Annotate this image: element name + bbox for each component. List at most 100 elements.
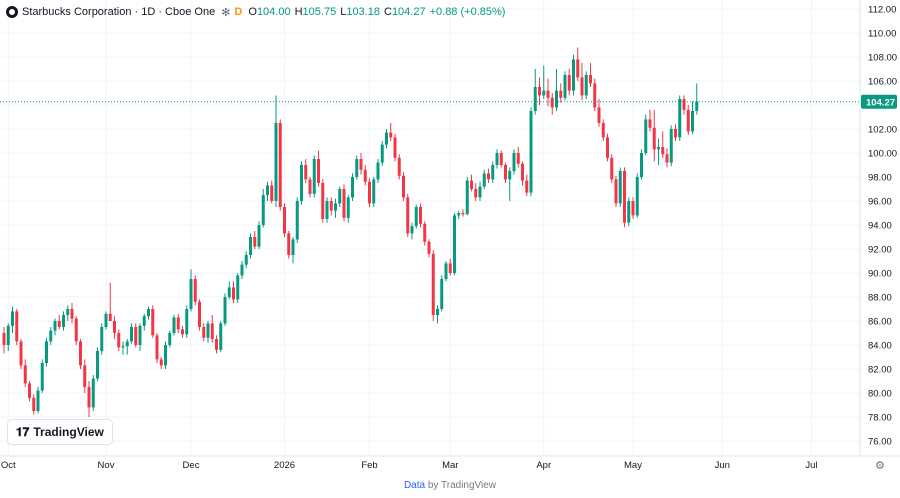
- candle[interactable]: [495, 149, 499, 169]
- candle[interactable]: [283, 203, 286, 237]
- candle[interactable]: [465, 177, 469, 216]
- candle[interactable]: [304, 159, 308, 183]
- candle[interactable]: [113, 316, 116, 339]
- candle[interactable]: [580, 63, 584, 101]
- candle[interactable]: [542, 65, 546, 99]
- candle[interactable]: [389, 123, 393, 141]
- candle[interactable]: [538, 77, 541, 105]
- settings-icon[interactable]: ✻: [221, 6, 231, 19]
- candle[interactable]: [236, 273, 240, 303]
- candle[interactable]: [74, 316, 78, 345]
- candle[interactable]: [198, 299, 201, 331]
- candle[interactable]: [631, 197, 635, 219]
- candle[interactable]: [499, 150, 503, 168]
- candle[interactable]: [28, 381, 31, 402]
- candle[interactable]: [665, 148, 669, 168]
- candle[interactable]: [278, 119, 282, 211]
- candle[interactable]: [215, 335, 218, 354]
- candle[interactable]: [142, 313, 146, 331]
- candle[interactable]: [125, 339, 129, 355]
- candle[interactable]: [419, 203, 422, 228]
- candle[interactable]: [329, 197, 333, 216]
- candle[interactable]: [172, 315, 176, 336]
- candle[interactable]: [36, 387, 40, 414]
- candle[interactable]: [2, 327, 6, 354]
- candle[interactable]: [397, 154, 401, 180]
- candle[interactable]: [470, 174, 473, 192]
- candle[interactable]: [202, 323, 206, 342]
- candle[interactable]: [440, 275, 444, 312]
- candle[interactable]: [287, 231, 291, 259]
- candle[interactable]: [635, 173, 639, 218]
- candle[interactable]: [359, 153, 363, 175]
- candle[interactable]: [686, 105, 690, 135]
- candle[interactable]: [363, 165, 367, 186]
- candle[interactable]: [410, 222, 414, 240]
- candle[interactable]: [457, 210, 461, 219]
- candle[interactable]: [504, 162, 507, 183]
- candle[interactable]: [478, 181, 482, 201]
- candle[interactable]: [618, 167, 622, 207]
- candle[interactable]: [117, 329, 121, 351]
- candles-layer[interactable]: [2, 47, 699, 417]
- candle[interactable]: [474, 183, 478, 201]
- candle[interactable]: [427, 239, 431, 258]
- candle[interactable]: [159, 357, 163, 369]
- candle[interactable]: [232, 281, 235, 303]
- candle[interactable]: [19, 339, 23, 369]
- candle[interactable]: [130, 323, 133, 344]
- candle[interactable]: [546, 78, 550, 107]
- candle[interactable]: [219, 321, 223, 353]
- candle[interactable]: [210, 315, 214, 343]
- candle[interactable]: [610, 154, 614, 183]
- candle[interactable]: [164, 341, 167, 369]
- candle[interactable]: [189, 269, 193, 312]
- candle[interactable]: [448, 258, 452, 276]
- candle[interactable]: [516, 147, 520, 168]
- candle[interactable]: [351, 173, 354, 201]
- candle[interactable]: [66, 305, 70, 321]
- candle[interactable]: [270, 180, 274, 204]
- candle[interactable]: [584, 71, 588, 99]
- candle[interactable]: [644, 114, 648, 156]
- candle[interactable]: [674, 124, 677, 141]
- candle[interactable]: [563, 71, 567, 101]
- candle[interactable]: [393, 133, 397, 162]
- candle[interactable]: [57, 315, 61, 330]
- candle[interactable]: [550, 93, 554, 115]
- candle[interactable]: [308, 177, 312, 198]
- candle[interactable]: [691, 101, 694, 134]
- candle[interactable]: [193, 275, 197, 306]
- candle[interactable]: [45, 337, 48, 367]
- candle[interactable]: [79, 339, 82, 369]
- candle[interactable]: [402, 172, 405, 201]
- candle[interactable]: [87, 381, 91, 417]
- candle[interactable]: [623, 167, 626, 228]
- candle[interactable]: [253, 231, 257, 249]
- candle[interactable]: [368, 178, 371, 207]
- candle[interactable]: [338, 186, 342, 207]
- candle[interactable]: [606, 133, 609, 162]
- candle[interactable]: [482, 169, 486, 189]
- candle[interactable]: [589, 63, 592, 87]
- candle[interactable]: [453, 213, 456, 276]
- candle[interactable]: [652, 109, 656, 162]
- candle[interactable]: [597, 99, 601, 127]
- candle[interactable]: [15, 309, 19, 345]
- candle[interactable]: [342, 184, 346, 222]
- candle[interactable]: [567, 69, 571, 96]
- candle[interactable]: [572, 54, 575, 96]
- candle[interactable]: [423, 221, 427, 246]
- candle[interactable]: [223, 293, 227, 326]
- candle[interactable]: [138, 323, 142, 351]
- candle[interactable]: [525, 174, 529, 197]
- candle[interactable]: [334, 198, 337, 218]
- candle[interactable]: [325, 197, 329, 223]
- candle[interactable]: [147, 306, 150, 320]
- candle[interactable]: [185, 305, 189, 338]
- candle[interactable]: [508, 167, 512, 201]
- candle[interactable]: [444, 261, 448, 282]
- candle[interactable]: [96, 347, 99, 381]
- candle[interactable]: [682, 95, 686, 115]
- candle[interactable]: [431, 250, 435, 321]
